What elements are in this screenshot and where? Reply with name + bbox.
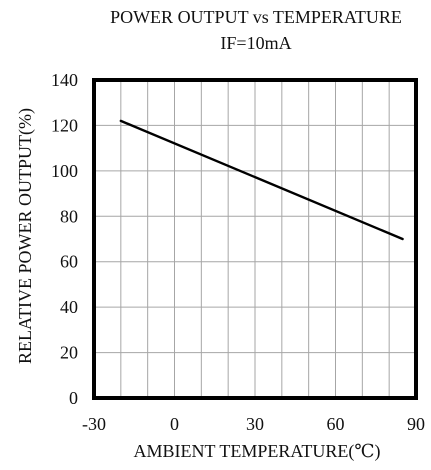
grid-layer [94, 80, 416, 398]
y-tick-label: 0 [69, 388, 78, 408]
chart-subtitle: IF=10mA [220, 33, 291, 53]
x-tick-label: 0 [170, 414, 179, 434]
frame-layer [92, 78, 418, 400]
y-axis-label: RELATIVE POWER OUTPUT(%) [15, 108, 36, 364]
y-tick-label: 20 [60, 343, 78, 363]
y-tick-label: 60 [60, 252, 78, 272]
series-layer [119, 119, 404, 241]
plot-frame [92, 78, 418, 400]
x-tick-label: 30 [246, 414, 264, 434]
y-tick-label: 140 [51, 70, 78, 90]
x-tick-label: 60 [327, 414, 345, 434]
chart-title: POWER OUTPUT vs TEMPERATURE [110, 7, 402, 27]
y-tick-label: 100 [51, 161, 78, 181]
series-line-1 [119, 119, 404, 241]
y-tick-label: 80 [60, 206, 78, 226]
y-tick-label: 120 [51, 115, 78, 135]
x-tick-label: 90 [407, 414, 425, 434]
x-tick-label: -30 [82, 414, 106, 434]
x-axis-label: AMBIENT TEMPERATURE(℃) [134, 441, 381, 462]
y-tick-label: 40 [60, 297, 78, 317]
